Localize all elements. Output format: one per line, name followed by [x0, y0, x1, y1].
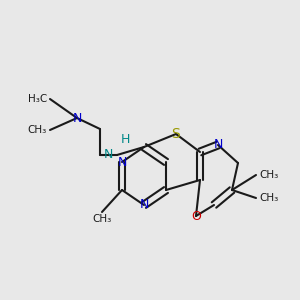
- Text: S: S: [172, 127, 180, 141]
- Text: CH₃: CH₃: [92, 214, 112, 224]
- Text: CH₃: CH₃: [28, 125, 47, 135]
- Text: CH₃: CH₃: [259, 170, 278, 180]
- Text: N: N: [117, 155, 127, 169]
- Text: N: N: [213, 139, 223, 152]
- Text: N: N: [103, 148, 113, 161]
- Text: H₃C: H₃C: [28, 94, 47, 104]
- Text: O: O: [191, 209, 201, 223]
- Text: H: H: [121, 133, 130, 146]
- Text: N: N: [139, 199, 149, 212]
- Text: CH₃: CH₃: [259, 193, 278, 203]
- Text: N: N: [72, 112, 82, 124]
